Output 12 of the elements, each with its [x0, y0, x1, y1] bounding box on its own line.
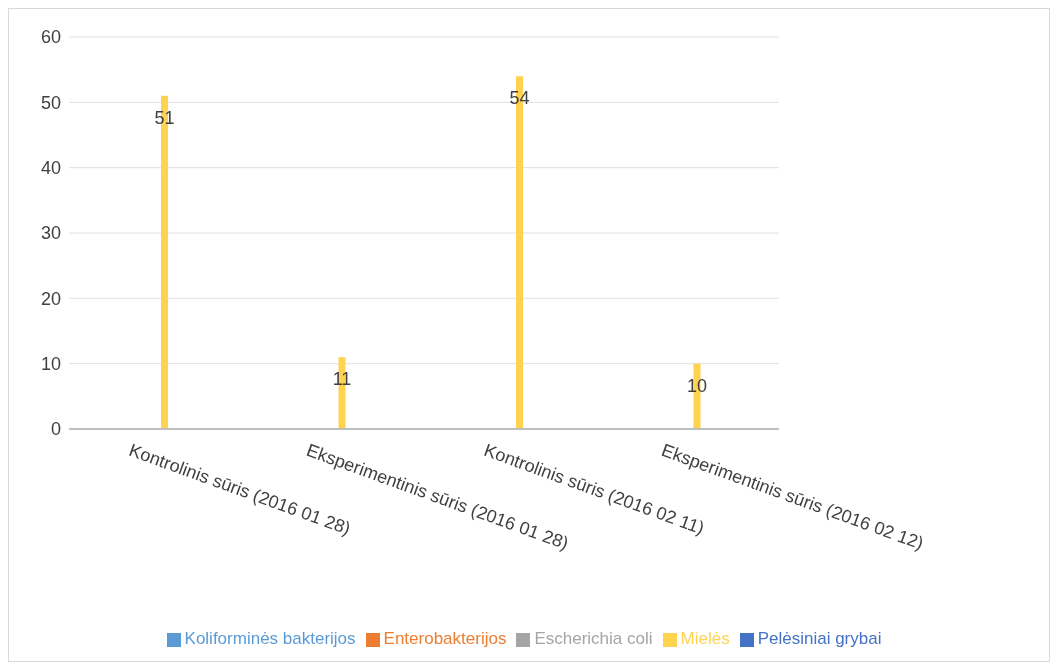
y-tick-label: 40 [40, 158, 61, 179]
legend-label: Escherichia coli [534, 629, 653, 648]
y-tick-label: 50 [40, 92, 61, 113]
legend-label: Mielės [680, 629, 730, 648]
y-tick-label: 20 [40, 288, 61, 309]
legend-label: Enterobakterijos [383, 629, 507, 648]
legend-label: Koliforminės bakterijos [184, 629, 356, 648]
y-tick-label: 0 [50, 419, 61, 440]
y-tick-label: 30 [40, 223, 61, 244]
y-tick-label: 10 [40, 354, 61, 375]
legend-label: Pelėsiniai grybai [757, 629, 882, 648]
y-tick-label: 60 [40, 27, 61, 48]
